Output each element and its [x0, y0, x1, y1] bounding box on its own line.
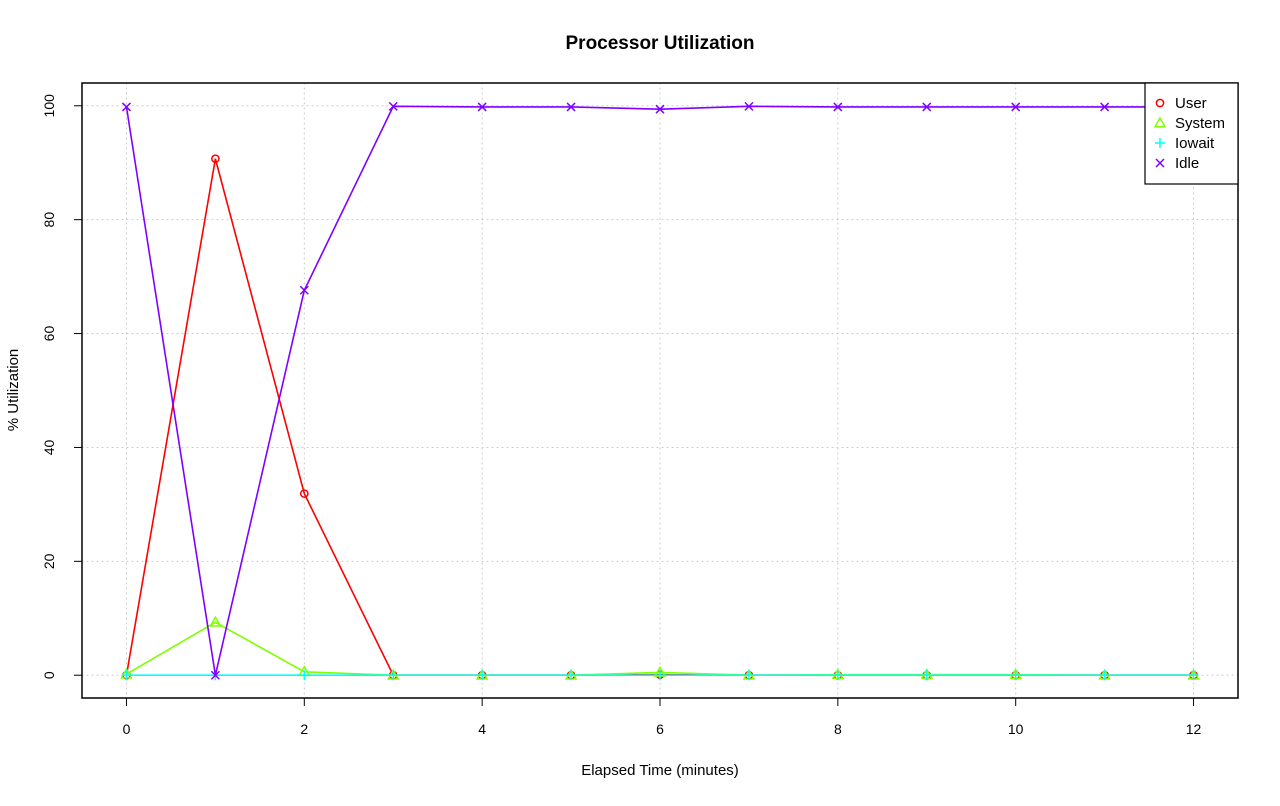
y-tick-label: 80	[41, 212, 57, 228]
x-tick-label: 2	[300, 721, 308, 737]
data-point-iowait	[832, 670, 843, 681]
data-point-user	[211, 154, 220, 164]
data-point-iowait	[477, 670, 488, 681]
x-tick-label: 12	[1186, 721, 1202, 737]
legend-item-idle: Idle	[1155, 155, 1199, 172]
y-tick-label: 40	[41, 439, 57, 455]
x-tick-label: 4	[478, 721, 486, 737]
data-point-system	[209, 615, 222, 627]
y-tick-label: 0	[41, 671, 57, 679]
data-point-iowait	[121, 670, 132, 681]
data-point-idle	[922, 102, 932, 112]
data-point-idle	[1100, 102, 1110, 112]
data-point-idle	[833, 102, 843, 112]
legend-label: System	[1175, 115, 1225, 132]
legend-label: Iowait	[1175, 135, 1215, 152]
data-point-idle	[388, 101, 398, 111]
series-idle	[121, 101, 1199, 680]
x-tick-label: 0	[123, 721, 131, 737]
data-point-iowait	[921, 670, 932, 681]
data-point-iowait	[388, 670, 399, 681]
data-point-iowait	[1010, 670, 1021, 681]
data-point-idle	[299, 285, 309, 295]
legend-marker-idle	[1155, 158, 1165, 168]
y-axis-label: % Utilization	[5, 349, 22, 432]
legend-marker-user	[1155, 98, 1165, 108]
series-iowait	[121, 670, 1199, 681]
data-point-user	[299, 489, 309, 498]
legend-label: Idle	[1175, 155, 1199, 172]
legend-item-system: System	[1153, 115, 1225, 132]
y-tick-label: 100	[41, 94, 57, 118]
y-tick-label: 60	[41, 326, 57, 342]
data-point-idle	[121, 102, 131, 112]
data-point-iowait	[566, 670, 577, 681]
legend: User System Iowait Idle	[1144, 82, 1239, 185]
y-tick-label: 20	[41, 553, 57, 569]
data-point-iowait	[655, 670, 665, 681]
series-group	[120, 101, 1200, 681]
data-point-idle	[477, 102, 487, 112]
chart-title: Processor Utilization	[566, 33, 755, 54]
data-point-idle	[566, 102, 576, 112]
x-tick-label: 8	[834, 721, 842, 737]
x-tick-label: 6	[656, 721, 664, 737]
data-point-idle	[744, 101, 754, 111]
data-point-idle	[1011, 102, 1021, 112]
axes: 0 2 4 6 8 10 12 0 20 40 60 80 100	[41, 94, 1202, 737]
data-point-idle	[655, 104, 665, 114]
legend-marker-system	[1153, 116, 1167, 128]
data-point-idle	[210, 670, 220, 680]
legend-label: User	[1175, 95, 1207, 112]
data-point-iowait	[1188, 670, 1199, 681]
legend-item-user: User	[1155, 95, 1207, 112]
legend-item-iowait: Iowait	[1155, 135, 1215, 152]
x-tick-label: 10	[1008, 721, 1024, 737]
data-point-iowait	[299, 670, 310, 681]
x-axis-label: Elapsed Time (minutes)	[581, 762, 739, 779]
legend-marker-iowait	[1155, 138, 1165, 148]
data-point-iowait	[743, 670, 754, 681]
data-point-iowait	[1099, 670, 1110, 681]
